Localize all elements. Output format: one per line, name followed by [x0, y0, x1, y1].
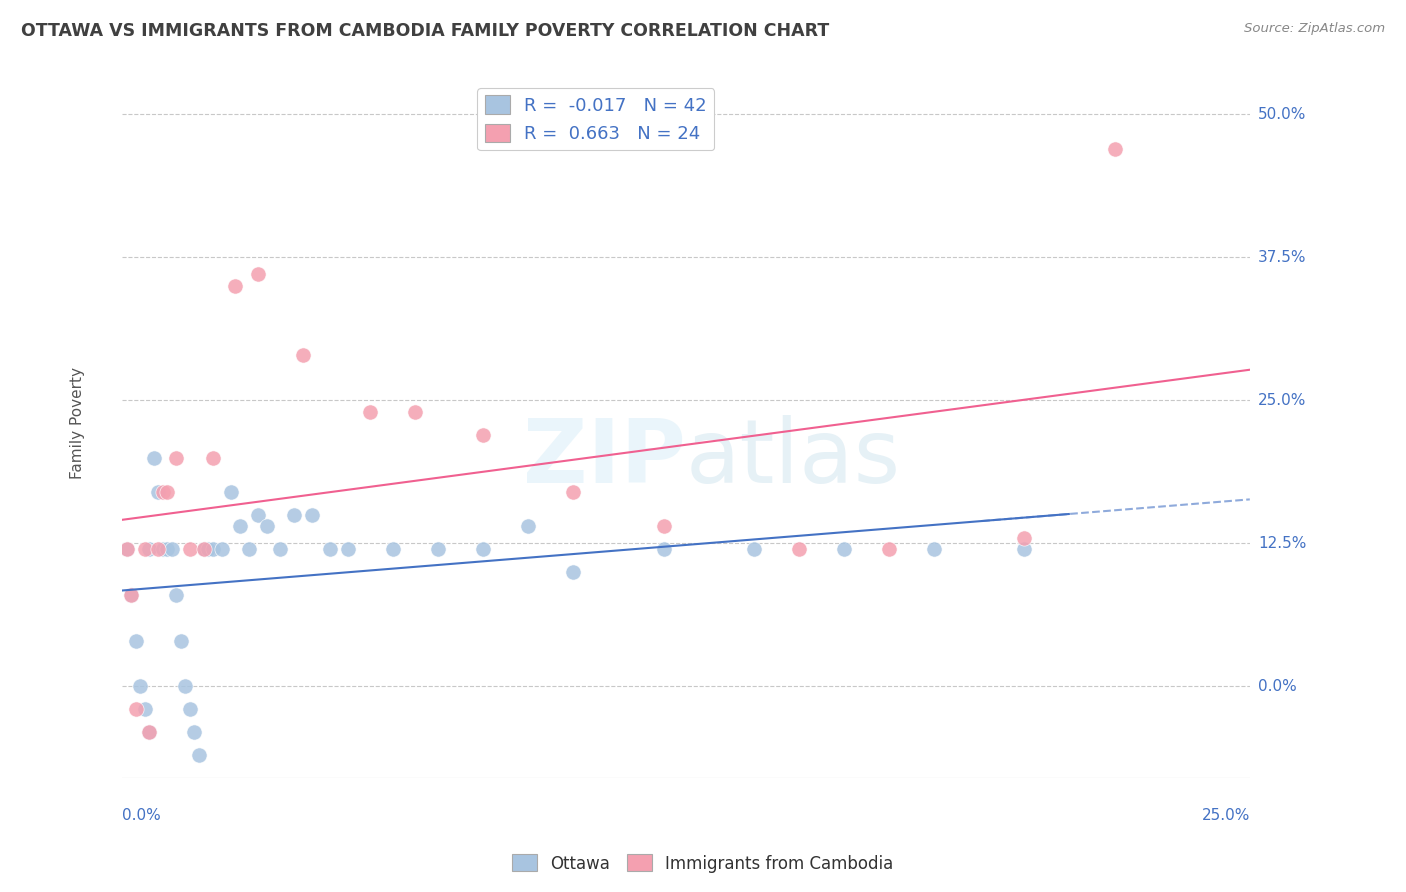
Legend: Ottawa, Immigrants from Cambodia: Ottawa, Immigrants from Cambodia: [506, 847, 900, 880]
Point: [165, 588, 187, 602]
Text: 25.0%: 25.0%: [1202, 808, 1250, 823]
Point: [922, 542, 945, 557]
Point: [120, 588, 142, 602]
Point: [1014, 531, 1036, 545]
Point: [652, 542, 675, 557]
Text: OTTAWA VS IMMIGRANTS FROM CAMBODIA FAMILY POVERTY CORRELATION CHART: OTTAWA VS IMMIGRANTS FROM CAMBODIA FAMIL…: [21, 22, 830, 40]
Point: [120, 588, 142, 602]
Point: [301, 508, 323, 522]
Point: [193, 542, 215, 557]
Point: [125, 633, 148, 648]
Point: [138, 725, 160, 739]
Point: [877, 542, 900, 557]
Point: [188, 747, 211, 762]
Point: [156, 542, 179, 557]
Point: [138, 725, 160, 739]
Point: [283, 508, 305, 522]
Point: [148, 484, 170, 499]
Text: 25.0%: 25.0%: [1258, 392, 1306, 408]
Point: [381, 542, 404, 557]
Point: [238, 542, 260, 557]
Point: [179, 542, 201, 557]
Point: [174, 679, 197, 693]
Point: [129, 679, 152, 693]
Text: Source: ZipAtlas.com: Source: ZipAtlas.com: [1244, 22, 1385, 36]
Point: [152, 484, 174, 499]
Point: [134, 702, 156, 716]
Text: atlas: atlas: [686, 415, 901, 502]
Point: [359, 405, 381, 419]
Legend: R =  -0.017   N = 42, R =  0.663   N = 24: R = -0.017 N = 42, R = 0.663 N = 24: [478, 88, 714, 151]
Point: [246, 508, 269, 522]
Point: [156, 484, 179, 499]
Point: [165, 450, 187, 465]
Point: [336, 542, 359, 557]
Point: [201, 542, 224, 557]
Point: [246, 268, 269, 282]
Point: [291, 348, 314, 362]
Point: [1104, 142, 1126, 156]
Point: [517, 519, 540, 533]
Point: [134, 542, 156, 557]
Point: [115, 542, 138, 557]
Point: [211, 542, 233, 557]
Text: 0.0%: 0.0%: [122, 808, 162, 823]
Point: [115, 542, 138, 557]
Point: [138, 542, 160, 557]
Point: [562, 565, 585, 579]
Point: [269, 542, 291, 557]
Point: [152, 542, 174, 557]
Point: [142, 450, 165, 465]
Point: [125, 702, 148, 716]
Point: [160, 542, 183, 557]
Text: ZIP: ZIP: [523, 415, 686, 502]
Point: [832, 542, 855, 557]
Text: 12.5%: 12.5%: [1258, 536, 1306, 551]
Point: [256, 519, 278, 533]
Text: 37.5%: 37.5%: [1258, 250, 1306, 265]
Text: 50.0%: 50.0%: [1258, 107, 1306, 122]
Point: [219, 484, 242, 499]
Point: [224, 279, 246, 293]
Text: 0.0%: 0.0%: [1258, 679, 1296, 694]
Point: [472, 542, 495, 557]
Point: [183, 725, 205, 739]
Point: [179, 702, 201, 716]
Point: [170, 633, 193, 648]
Point: [404, 405, 426, 419]
Point: [742, 542, 765, 557]
Point: [201, 450, 224, 465]
Point: [148, 542, 170, 557]
Point: [427, 542, 450, 557]
Point: [787, 542, 810, 557]
Point: [228, 519, 250, 533]
Point: [319, 542, 342, 557]
Point: [193, 542, 215, 557]
Text: Family Poverty: Family Poverty: [70, 368, 84, 479]
Point: [472, 427, 495, 442]
Point: [197, 542, 219, 557]
Point: [1014, 542, 1036, 557]
Point: [562, 484, 585, 499]
Point: [652, 519, 675, 533]
